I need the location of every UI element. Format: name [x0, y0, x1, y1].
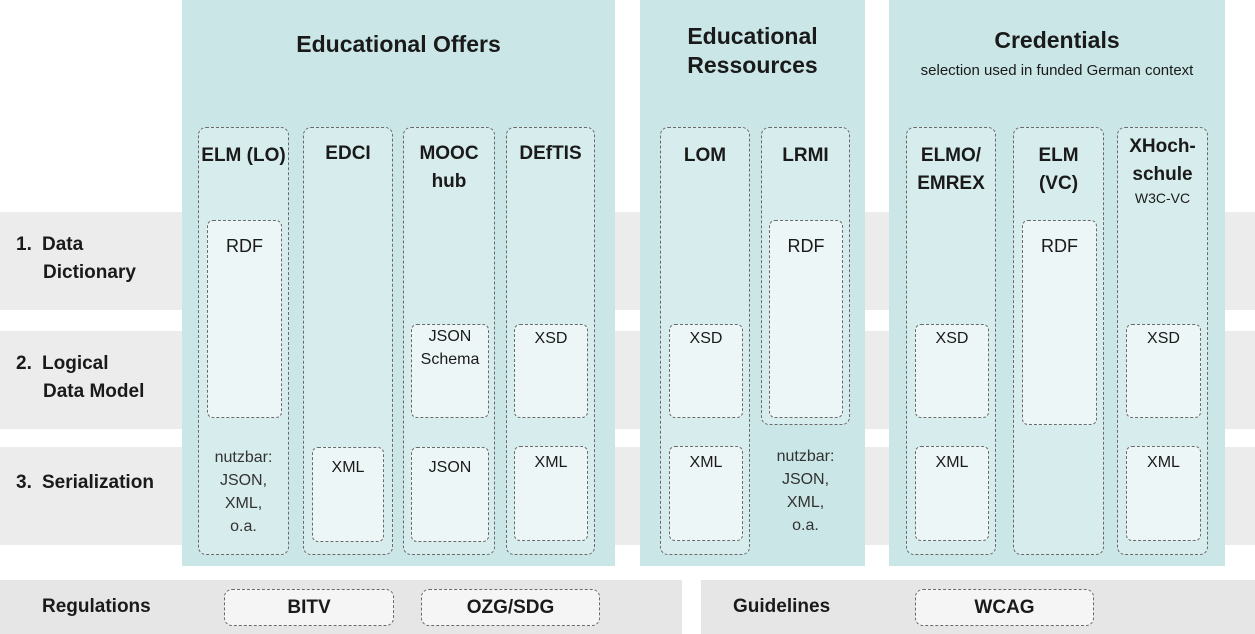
xsd-box: XSD: [669, 324, 743, 418]
guidelines-label: Guidelines: [733, 596, 831, 617]
column-title: MOOC hub: [404, 140, 494, 196]
regulations-label: Regulations: [42, 596, 151, 617]
column-title: LOM: [683, 145, 727, 166]
lrmi-serialization-note: nutzbar: JSON, XML, o.a.: [761, 445, 850, 537]
column-deftis: DEfTIS XSD XML: [506, 127, 595, 555]
row-label-line1: Data: [42, 234, 84, 255]
note-line: XML,: [786, 494, 825, 511]
column-title-line2: (VC): [1038, 173, 1079, 194]
xml-box: XML: [312, 447, 384, 542]
column-title-line1: ELM: [1038, 145, 1079, 166]
row-label-line2: Data Model: [43, 381, 145, 402]
column-title-line1: XHoch-: [1129, 136, 1196, 157]
row-number: 1.: [16, 234, 32, 255]
column-elmo-emrex: ELMO/ EMREX XSD XML: [906, 127, 996, 555]
column-lom: LOM XSD XML: [660, 127, 750, 555]
xsd-box: XSD: [915, 324, 989, 418]
column-lrmi: LRMI RDF: [761, 127, 850, 425]
column-edci: EDCI XML: [303, 127, 393, 555]
note-line: JSON,: [781, 471, 830, 488]
column-xhochschule: XHoch- schule W3C-VC XSD XML: [1117, 127, 1208, 555]
xml-box: XML: [669, 446, 743, 541]
column-title-line1: MOOC: [419, 143, 479, 164]
regulation-ozg-sdg: OZG/SDG: [421, 589, 600, 626]
xml-box: XML: [514, 446, 588, 541]
note-line: XML,: [224, 495, 263, 512]
column-mooc-hub: MOOC hub JSON Schema JSON: [403, 127, 495, 555]
column-title-line1: ELMO/: [920, 145, 982, 166]
column-title: EDCI: [325, 143, 371, 164]
note-line: nutzbar:: [776, 448, 835, 465]
row-number: 3.: [16, 472, 32, 493]
column-title: XHoch- schule: [1118, 133, 1207, 189]
group-title: Educational Ressources: [640, 22, 865, 80]
row-label-line1: Serialization: [42, 472, 154, 493]
rdf-box: RDF: [1022, 220, 1097, 425]
column-title: ELMO/ EMREX: [907, 142, 995, 198]
column-title-line2: schule: [1132, 164, 1193, 185]
note-line: JSON,: [219, 472, 268, 489]
group-title-line2: Ressources: [687, 52, 818, 78]
column-elm-lo: ELM (LO) RDF nutzbar: JSON, XML, o.a.: [198, 127, 289, 555]
column-title: ELM (LO): [201, 145, 286, 166]
row-label-logical-data-model: 2. Logical Data Model: [16, 350, 144, 406]
box-line1: JSON: [428, 328, 472, 345]
box-line2: Schema: [420, 351, 480, 368]
column-title: LRMI: [782, 145, 829, 166]
row-number: 2.: [16, 353, 32, 374]
xsd-box: XSD: [514, 324, 588, 418]
xsd-box: XSD: [1126, 324, 1201, 418]
json-box: JSON: [411, 447, 489, 542]
column-subtitle: W3C-VC: [1134, 190, 1191, 206]
row-label-line1: Logical: [42, 353, 109, 374]
regulation-bitv: BITV: [224, 589, 394, 626]
guideline-wcag: WCAG: [915, 589, 1094, 626]
group-subtitle: selection used in funded German context: [920, 62, 1194, 79]
rdf-box: RDF: [769, 220, 843, 418]
column-title: DEfTIS: [519, 143, 582, 164]
serialization-note: nutzbar: JSON, XML, o.a.: [199, 446, 288, 538]
row-label-serialization: 3. Serialization: [16, 469, 154, 497]
column-elm-vc: ELM (VC) RDF: [1013, 127, 1104, 555]
row-label-data-dictionary: 1. Data Dictionary: [16, 231, 136, 287]
row-label-line2: Dictionary: [43, 262, 136, 283]
group-title-line1: Educational: [687, 23, 818, 49]
column-title-line2: hub: [431, 171, 467, 192]
rdf-box: RDF: [207, 220, 282, 418]
note-line: o.a.: [792, 517, 819, 534]
column-title: ELM (VC): [1014, 142, 1103, 198]
column-title-line2: EMREX: [917, 173, 985, 194]
group-title: Educational Offers: [296, 31, 501, 57]
group-title: Credentials: [994, 27, 1120, 53]
xml-box: XML: [915, 446, 989, 541]
note-line: o.a.: [230, 518, 257, 535]
note-line: nutzbar:: [214, 449, 273, 466]
xml-box: XML: [1126, 446, 1201, 541]
json-schema-box: JSON Schema: [411, 324, 489, 418]
